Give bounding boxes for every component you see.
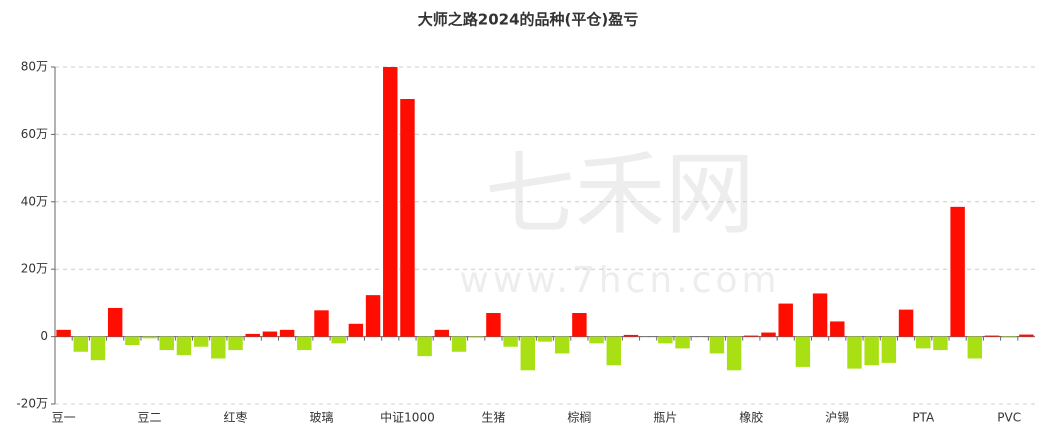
bar: [623, 334, 639, 337]
bar: [572, 313, 587, 337]
bar: [125, 336, 140, 346]
bar: [744, 335, 759, 337]
y-tick-label: 40万: [21, 194, 48, 208]
bar: [434, 329, 450, 337]
bar: [417, 336, 432, 357]
x-tick-label: 瓶片: [653, 411, 677, 425]
bar: [950, 206, 965, 337]
bar: [984, 335, 1000, 337]
bar: [812, 293, 828, 337]
bar: [503, 336, 518, 347]
bar: [383, 67, 398, 337]
y-tick-label: -20万: [16, 397, 48, 411]
bar: [658, 336, 673, 344]
bar: [726, 336, 742, 371]
bar: [537, 336, 553, 342]
bar: [400, 99, 415, 337]
bar: [967, 336, 983, 359]
bar: [847, 336, 862, 369]
x-tick-label: 棕榈: [567, 410, 591, 425]
bar: [56, 329, 71, 337]
bar: [365, 295, 381, 337]
bar: [331, 336, 346, 344]
bar: [107, 307, 123, 337]
x-tick-label: 沪锡: [825, 410, 849, 425]
y-tick-label: 60万: [21, 127, 48, 141]
x-tick-label: PTA: [912, 411, 935, 425]
bar: [830, 321, 845, 337]
y-tick-label: 0: [40, 329, 48, 343]
bar: [761, 332, 776, 337]
bar: [73, 336, 89, 352]
bar: [228, 336, 243, 351]
bar: [675, 336, 690, 349]
x-tick-label: 豆二: [138, 411, 162, 425]
bar: [262, 331, 278, 337]
x-tick-label: 豆一: [52, 411, 76, 425]
chart-title: 大师之路2024的品种(平仓)盈亏: [418, 11, 638, 29]
bar: [709, 336, 725, 354]
bar: [159, 336, 174, 351]
x-tick-label: 中证1000: [380, 410, 435, 425]
bar: [554, 336, 570, 354]
bar: [176, 336, 192, 356]
y-tick-label: 80万: [21, 60, 48, 74]
bar: [211, 336, 226, 359]
bar: [606, 336, 621, 366]
bar: [469, 336, 484, 338]
bar: [279, 329, 295, 337]
bar: [314, 310, 329, 337]
bar: [933, 336, 948, 351]
bar: [916, 336, 931, 349]
bar: [881, 336, 897, 363]
bar: [297, 336, 312, 351]
bar: [795, 336, 811, 367]
bar: [90, 336, 106, 361]
bar: [245, 333, 260, 337]
bar: [1019, 334, 1034, 337]
bar: [1001, 336, 1017, 338]
y-tick-label: 20万: [21, 262, 48, 276]
bar: [486, 313, 501, 337]
bar: [348, 323, 364, 337]
x-tick-label: PVC: [997, 411, 1021, 425]
x-tick-label: 生猪: [481, 411, 505, 425]
x-tick-label: 橡胶: [739, 410, 763, 425]
watermark: 七禾网: [485, 142, 755, 247]
bar: [520, 336, 536, 371]
watermark: www.7hcn.com: [459, 260, 780, 301]
x-tick-label: 玻璃: [309, 411, 333, 425]
bar: [193, 336, 209, 347]
bar: [864, 336, 879, 366]
bar: [898, 309, 914, 337]
bar: [451, 336, 467, 352]
bar: [778, 303, 793, 337]
x-tick-label: 红枣: [224, 410, 248, 425]
bar: [142, 336, 157, 339]
bar: [589, 336, 604, 344]
